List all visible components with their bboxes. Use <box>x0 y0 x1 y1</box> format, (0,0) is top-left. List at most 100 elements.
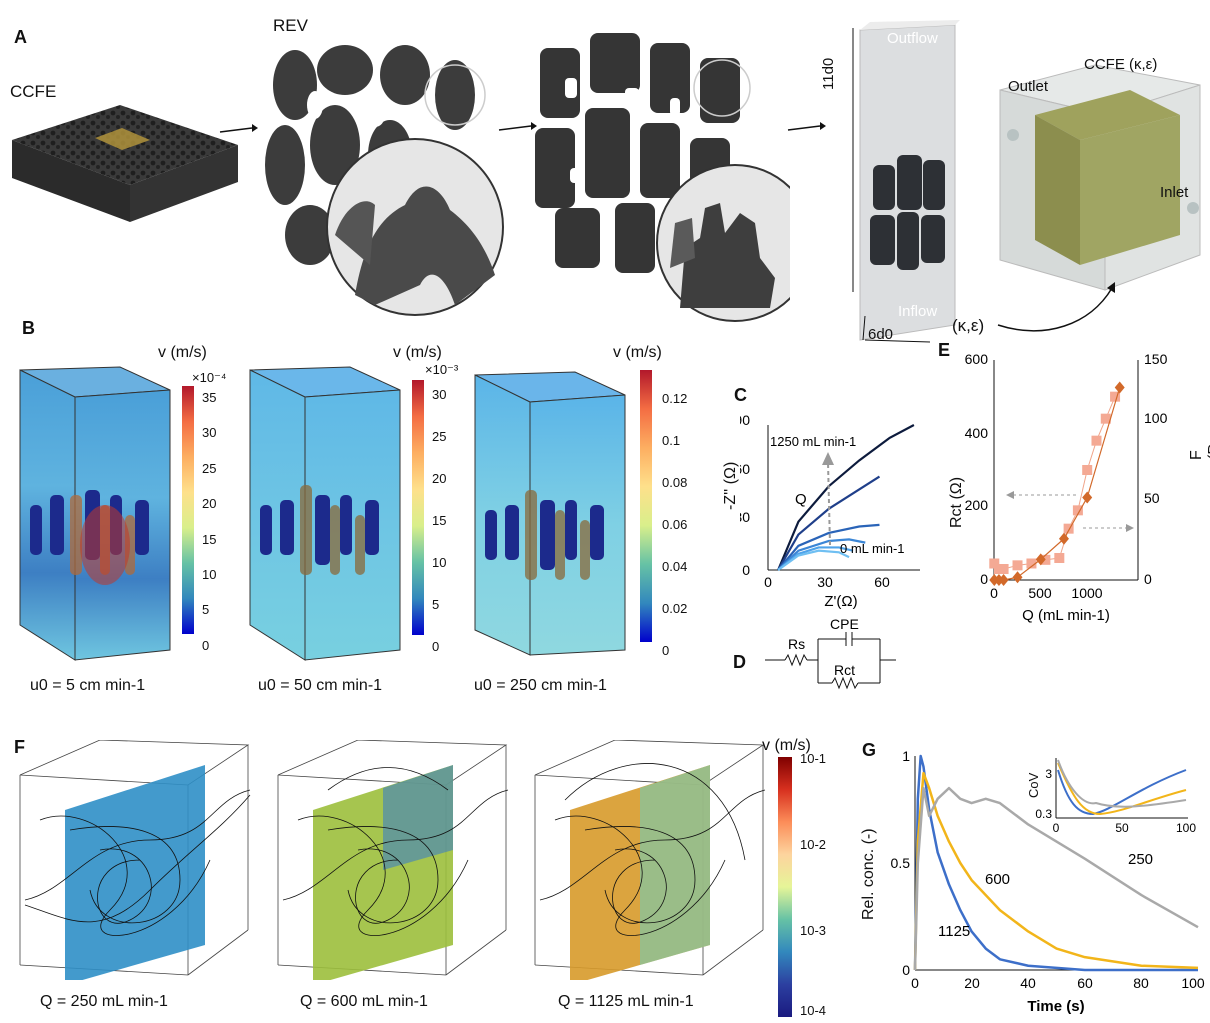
rct-point <box>1063 523 1074 534</box>
q-label: Q <box>795 491 807 508</box>
caption-b2: u0 = 50 cm min-1 <box>258 677 383 694</box>
nyquist-curve <box>777 549 850 571</box>
cb-tick: 0.12 <box>662 391 688 406</box>
velocity-box-1 <box>19 366 171 661</box>
streamline-box-3 <box>534 740 766 980</box>
f-point <box>1114 381 1125 394</box>
cb-tick: 0.04 <box>662 559 688 574</box>
f-point <box>1012 571 1023 584</box>
cb1-multiplier: ×10⁻⁴ <box>192 370 227 385</box>
cb-tick: 10 <box>432 555 447 570</box>
ccfe-label: CCFE <box>10 82 57 101</box>
velocity-box-3 <box>474 371 626 656</box>
label-1125: 1125 <box>938 923 970 940</box>
x-axis-label: Q (mL min-1) <box>1022 607 1110 624</box>
streamline-box-2 <box>277 740 509 980</box>
inset-y-tick: 3 <box>1045 767 1052 781</box>
curved-arrow-icon <box>997 282 1115 332</box>
rev-smooth-image <box>265 45 504 316</box>
f-point <box>1058 532 1069 545</box>
cb-tick: 0.1 <box>662 433 681 448</box>
cb2-multiplier: ×10⁻³ <box>425 362 459 377</box>
x-tick: 80 <box>1133 975 1149 991</box>
cb-tick: 0.08 <box>662 475 688 490</box>
f-point <box>1035 553 1046 566</box>
rev-voxel-image <box>535 33 790 322</box>
panel-label-c: C <box>734 385 747 405</box>
y-tick-right: 50 <box>1144 490 1160 506</box>
x-tick: 500 <box>1028 585 1052 601</box>
caption-b3: u0 = 250 cm min-1 <box>474 677 607 694</box>
inset-y-tick: 0.3 <box>1035 807 1052 821</box>
circuit-diagram: Rs CPE Rct <box>765 616 896 690</box>
panel-f: Q = 250 mL min-1 Q = 600 mL min-1 Q = 11… <box>0 735 860 1023</box>
y-tick-left: 400 <box>965 425 989 441</box>
colorbar-f <box>778 757 792 1017</box>
x-tick: 0 <box>911 975 919 991</box>
y-tick-left: 0 <box>980 571 988 587</box>
cb1-ticks: 35 30 25 20 15 10 5 0 <box>202 380 216 663</box>
rct-point <box>1110 391 1121 402</box>
cube-domain-image <box>999 64 1201 291</box>
right-axis-arrow-head <box>1126 524 1134 532</box>
panel-label-a: A <box>14 27 27 47</box>
x-tick: 1000 <box>1071 585 1102 601</box>
panel-label-d: D <box>733 652 746 672</box>
e-right-axis-label: F (Pa m-1) <box>1188 435 1210 460</box>
cbf-tick: 10-1 <box>800 751 827 766</box>
cbf-tick: 10-4 <box>800 1003 827 1018</box>
caption-f1: Q = 250 mL min-1 <box>40 993 168 1010</box>
cb-tick: 10 <box>202 567 217 583</box>
cb-tick: 0 <box>662 643 670 658</box>
outlet-label: Outlet <box>1008 78 1049 95</box>
rct-point <box>1091 435 1102 446</box>
inset-line-1125 <box>1057 769 1187 816</box>
panel-label-b: B <box>22 318 35 338</box>
y-tick-left: 600 <box>965 351 989 367</box>
y-tick: 1 <box>902 748 910 764</box>
colorbar-2 <box>412 380 424 635</box>
caption-f3: Q = 1125 mL min-1 <box>558 993 694 1010</box>
y-tick: 30 <box>740 509 750 525</box>
cb-tick: 20 <box>432 471 447 486</box>
f-point <box>998 574 1009 586</box>
cb-tick: 0.02 <box>662 601 688 616</box>
inset-x-tick: 100 <box>1176 821 1196 835</box>
ccfe-foam-image <box>12 105 238 222</box>
cb3-title: v (m/s) <box>613 344 662 361</box>
cb-tick: 15 <box>432 513 447 528</box>
cpe-label: CPE <box>830 616 859 632</box>
rev-label: REV <box>273 16 308 35</box>
x-tick: 40 <box>1020 975 1036 991</box>
y-tick-right: 100 <box>1144 410 1168 426</box>
x-axis-label: Z'(Ω) <box>824 593 857 610</box>
x-tick: 100 <box>1181 975 1205 991</box>
ccfe-params-label: CCFE (κ,ε) <box>1084 56 1158 73</box>
q-arrow-head <box>822 452 834 465</box>
cb-tick: 30 <box>202 425 217 441</box>
width-label: 6d0 <box>868 326 894 343</box>
velocity-box-2 <box>249 366 401 661</box>
inset-line-600 <box>1057 762 1187 816</box>
y-tick: 0 <box>742 562 750 578</box>
rct-point <box>1040 554 1051 565</box>
chart-c-axes <box>767 425 920 571</box>
cb-tick: 5 <box>202 602 210 618</box>
cb-tick: 0 <box>432 639 440 654</box>
rct-line <box>993 396 1116 570</box>
panel-label-f: F <box>14 737 25 757</box>
cb2-title: v (m/s) <box>393 344 442 361</box>
arrow-right-icon <box>787 122 826 131</box>
inlet-label: Inlet <box>1160 184 1189 201</box>
caption-b1: u0 = 5 cm min-1 <box>30 677 146 694</box>
conc-curve-1125 <box>913 754 1198 972</box>
nyquist-curve <box>777 424 915 571</box>
inset-line-250 <box>1057 759 1187 808</box>
c-y-axis-label: -Z'' (Ω) <box>722 461 739 510</box>
y-tick-left: 200 <box>965 497 989 513</box>
chart-g: 1 0.5 0 0 20 40 60 80 100 Time (s) 1125 … <box>891 748 1205 1015</box>
arrow-right-icon <box>498 122 537 131</box>
y-tick: 60 <box>740 461 750 477</box>
conc-curve-600 <box>913 771 1199 971</box>
x-axis-label: Time (s) <box>1027 998 1084 1015</box>
